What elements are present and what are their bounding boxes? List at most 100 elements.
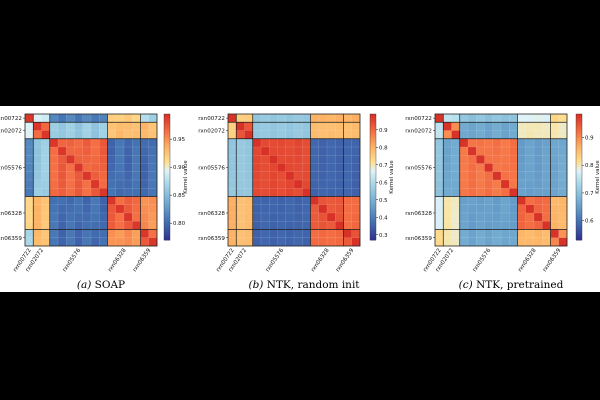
heatmap-cell (24, 188, 34, 198)
heatmap-cell (492, 113, 502, 123)
heatmap-cell (252, 146, 262, 156)
heatmap-cell (82, 212, 92, 222)
heatmap-cell (41, 188, 51, 198)
heatmap-cell (123, 130, 133, 140)
heatmap-cell (434, 221, 444, 231)
colorbar-segment (370, 124, 376, 127)
heatmap-cell (326, 188, 336, 198)
heatmap-cell (74, 122, 84, 132)
colorbar-segment (370, 160, 376, 163)
heatmap-cell (57, 179, 67, 189)
heatmap-cell (500, 221, 510, 231)
heatmap-cell (302, 179, 312, 189)
heatmap-cell (326, 212, 336, 222)
colorbar-segment (370, 193, 376, 197)
heatmap-cell (525, 113, 535, 123)
heatmap-cell (459, 229, 469, 239)
colorbar: 0.3 0.4 0.5 0.6 0.7 0.8 0.9 Kernel value (369, 113, 395, 241)
heatmap-cell (57, 221, 67, 231)
colorbar-segment (370, 204, 376, 207)
heatmap-cell (90, 138, 100, 148)
heatmap-cell (99, 237, 109, 247)
heatmap-cell (558, 138, 568, 148)
colorbar-segment (576, 177, 582, 180)
colorbar-segment (164, 114, 170, 117)
heatmap-cell (558, 146, 568, 156)
heatmap-cell (509, 221, 519, 231)
colorbar-segment (164, 149, 170, 153)
heatmap-cell (252, 179, 262, 189)
heatmap-cell (49, 196, 59, 206)
heatmap-cell (351, 221, 361, 231)
colorbar-segment (370, 208, 376, 211)
heatmap-cell (115, 171, 125, 181)
heatmap-cell (99, 196, 109, 206)
heatmap-cell (492, 171, 502, 181)
heatmap-cell (90, 130, 100, 140)
heatmap-cell (148, 163, 158, 173)
colorbar-segment (164, 143, 170, 146)
heatmap-cell (302, 204, 312, 214)
heatmap-cell (533, 221, 543, 231)
heatmap-cell (148, 196, 158, 206)
heatmap-cell (57, 188, 67, 198)
x-tick-label: rxn05576 (265, 247, 286, 273)
heatmap-cell (318, 146, 328, 156)
heatmap-cell (41, 237, 51, 247)
heatmap-cell (533, 130, 543, 140)
colorbar-tick-label: 0.7 (585, 191, 594, 197)
heatmap-cell (509, 113, 519, 123)
heatmap-cell (467, 155, 477, 165)
heatmap-cell (335, 163, 345, 173)
heatmap-cell (476, 204, 486, 214)
heatmap-panel-3: rxn00722rxn00722rxn02072rxn02072rxn05576… (405, 113, 600, 291)
colorbar-segment (164, 212, 170, 216)
colorbar-segment (164, 153, 170, 157)
heatmap-cell (434, 130, 444, 140)
heatmap-cell (343, 229, 353, 239)
heatmap-cells (227, 113, 361, 247)
colorbar-segment (576, 116, 582, 119)
colorbar-tick-label: 0.6 (585, 219, 594, 225)
heatmap-cell (90, 146, 100, 156)
heatmap-cell (236, 171, 246, 181)
colorbar-segment (576, 214, 582, 218)
heatmap-cell (107, 179, 117, 189)
heatmap-cell (123, 204, 133, 214)
colorbar-segment (576, 147, 582, 151)
colorbar-segment (576, 193, 582, 197)
colorbar-tick-label: 0.4 (379, 215, 388, 221)
heatmap-cell (542, 155, 552, 165)
heatmap-cell (269, 122, 279, 132)
heatmap-cell (517, 122, 527, 132)
colorbar-segment (576, 143, 582, 146)
heatmap-cell (293, 179, 303, 189)
colorbar-segment (576, 174, 582, 178)
heatmap-cell (467, 130, 477, 140)
colorbar-segment (576, 204, 582, 207)
heatmap-cell (24, 212, 34, 222)
heatmap-cell (443, 179, 453, 189)
heatmap-cell (310, 171, 320, 181)
colorbar-segment (576, 141, 582, 144)
heatmap-cell (140, 196, 150, 206)
colorbar-tick-label: 0.9 (379, 128, 388, 134)
heatmap-cell (542, 188, 552, 198)
heatmap-cell (517, 138, 527, 148)
heatmap-cell (293, 146, 303, 156)
heatmap-cell (49, 155, 59, 165)
colorbar-segment (164, 162, 170, 165)
heatmap-cell (434, 146, 444, 156)
heatmap-cell (343, 146, 353, 156)
heatmap-cell (90, 171, 100, 181)
colorbar-segment (164, 187, 170, 190)
colorbar-tick-label: 0.90 (173, 165, 186, 171)
colorbar-frame (163, 113, 171, 241)
heatmap-cell (236, 138, 246, 148)
colorbar-segment (164, 124, 170, 127)
heatmap-cell (558, 221, 568, 231)
heatmap-cell (99, 204, 109, 214)
heatmap-cell (434, 163, 444, 173)
heatmap-cell (236, 212, 246, 222)
heatmap-cell (24, 171, 34, 181)
